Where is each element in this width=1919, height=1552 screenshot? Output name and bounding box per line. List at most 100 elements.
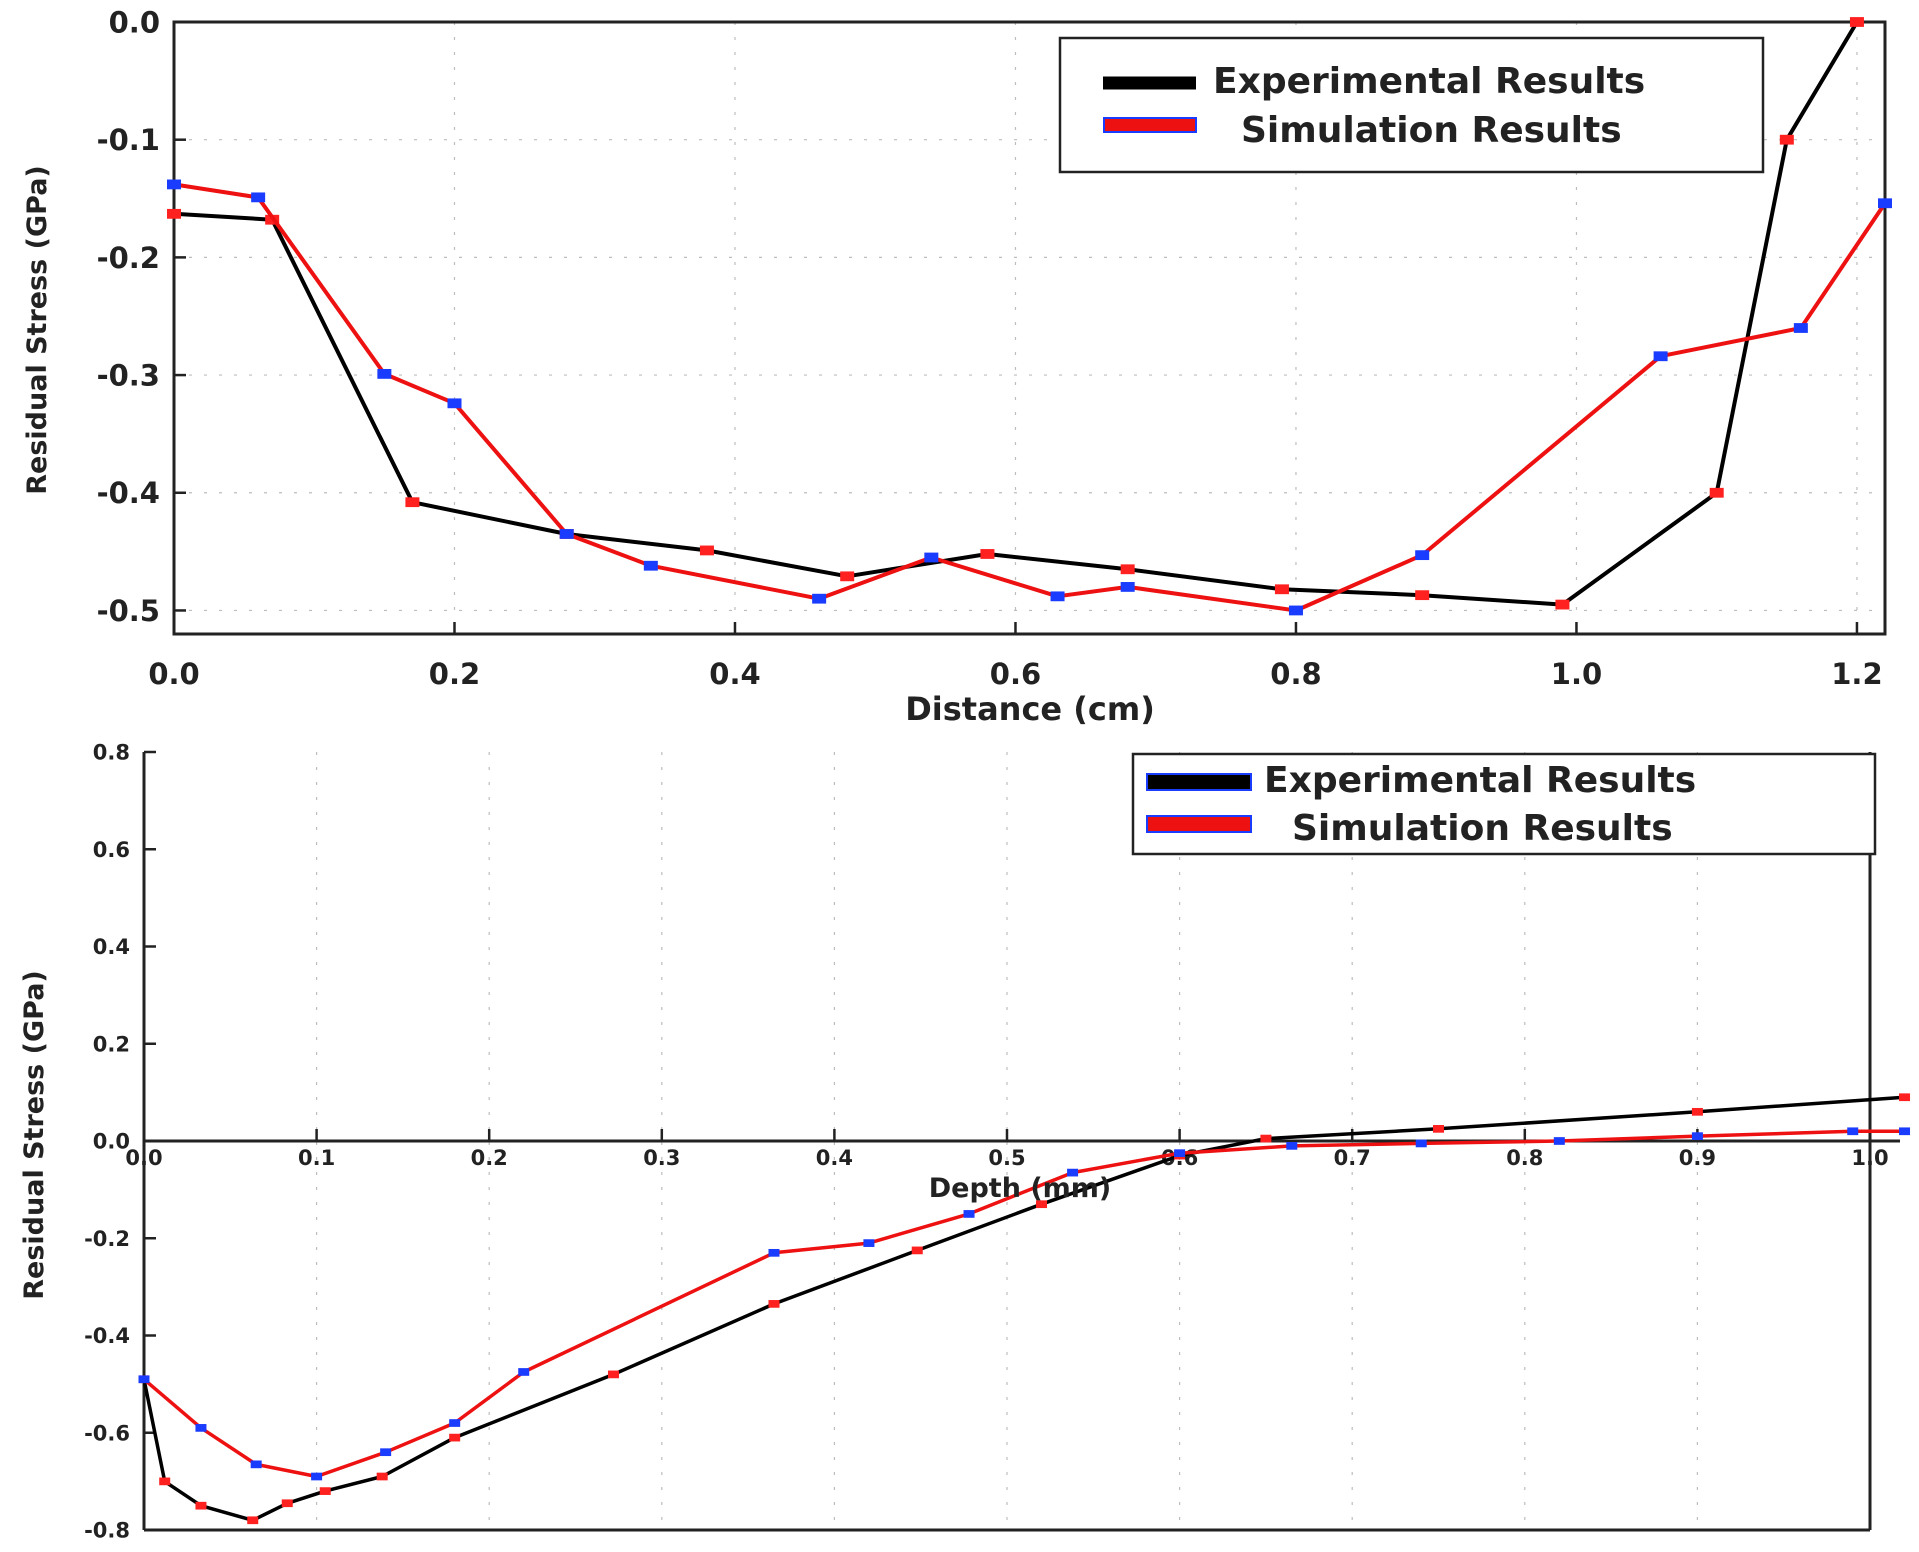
- top-y-tick-label: -0.4: [97, 476, 160, 510]
- top-data-point-simulation: [812, 593, 827, 604]
- bottom-series: [138, 1093, 1911, 1525]
- bottom-y-tick-label: 0.4: [93, 935, 130, 959]
- bottom-data-point-experimental: [449, 1433, 461, 1442]
- top-x-tick-label: 0.0: [148, 657, 199, 691]
- top-x-tick-label: 1.2: [1831, 657, 1882, 691]
- bottom-data-point-experimental: [195, 1501, 207, 1510]
- bottom-data-point-simulation: [1899, 1127, 1911, 1136]
- bottom-data-point-simulation: [1415, 1139, 1427, 1148]
- bottom-data-point-experimental: [1899, 1093, 1911, 1102]
- top-data-point-experimental: [1120, 564, 1135, 575]
- top-legend-box: [1058, 36, 1765, 174]
- bottom-data-point-simulation: [250, 1460, 262, 1469]
- top-data-point-experimental: [840, 571, 855, 582]
- top-y-tick-label: -0.2: [97, 241, 160, 275]
- top-data-point-simulation: [167, 179, 181, 190]
- bottom-x-tick-label: 0.2: [471, 1146, 508, 1170]
- bottom-data-point-simulation: [518, 1368, 530, 1376]
- bottom-data-point-experimental: [911, 1246, 923, 1255]
- bottom-data-point-experimental: [376, 1472, 388, 1481]
- bottom-data-point-experimental: [607, 1370, 619, 1379]
- top-y-tick-label: -0.5: [97, 594, 160, 628]
- top-data-point-simulation: [1793, 323, 1808, 333]
- bottom-x-tick-label: 0.7: [1334, 1146, 1371, 1170]
- bottom-x-axis-label: Depth (mm): [929, 1173, 1112, 1204]
- top-x-tick-label: 0.6: [990, 657, 1041, 691]
- top-data-point-simulation: [643, 560, 658, 571]
- bottom-x-tick-label: 0.4: [816, 1146, 853, 1170]
- top-data-point-simulation: [559, 529, 574, 539]
- bottom-data-point-experimental: [1433, 1124, 1444, 1133]
- bottom-data-point-experimental: [1036, 1200, 1048, 1209]
- bottom-y-tick-label: 0.0: [93, 1130, 130, 1154]
- bottom-data-point-experimental: [159, 1477, 171, 1486]
- top-x-tick-label: 1.0: [1551, 657, 1602, 691]
- bottom-data-point-experimental: [281, 1499, 293, 1508]
- top-y-axis-label: Residual Stress (GPa): [22, 165, 53, 495]
- bottom-legend-experimental-label: Experimental Results: [1264, 760, 1696, 801]
- top-data-point-simulation: [1050, 591, 1065, 602]
- top-data-point-experimental: [1415, 590, 1430, 601]
- top-series-line-simulation: [173, 182, 1887, 613]
- top-data-point-simulation: [1653, 351, 1668, 362]
- top-x-tick-label: 0.4: [709, 657, 760, 691]
- top-data-point-simulation: [924, 552, 939, 563]
- top-data-point-simulation: [447, 398, 462, 409]
- top-y-tick-label: -0.1: [97, 123, 160, 157]
- bottom-y-tick-label: -0.6: [84, 1421, 130, 1445]
- top-data-point-experimental: [1555, 599, 1570, 610]
- top-legend-simulation-label: Simulation Results: [1241, 110, 1622, 151]
- bottom-data-point-experimental: [1260, 1134, 1272, 1143]
- bottom-y-tick-label: 0.6: [93, 838, 130, 862]
- bottom-data-point-simulation: [195, 1424, 207, 1432]
- bottom-data-point-experimental: [247, 1516, 259, 1525]
- bottom-data-point-experimental: [1691, 1107, 1703, 1116]
- bottom-data-point-simulation: [1553, 1137, 1565, 1145]
- bottom-series-line-simulation: [142, 1129, 1905, 1479]
- bottom-y-tick-label: 0.8: [93, 741, 130, 765]
- top-data-point-experimental: [980, 549, 995, 559]
- bottom-legend-experimental-swatch: [1146, 773, 1252, 791]
- bottom-data-point-experimental: [319, 1487, 331, 1495]
- top-data-point-experimental: [1274, 584, 1289, 595]
- top-data-point-simulation: [251, 192, 266, 203]
- bottom-data-point-simulation: [380, 1448, 392, 1457]
- bottom-data-point-experimental: [768, 1300, 780, 1308]
- bottom-data-point-simulation: [1847, 1127, 1859, 1136]
- bottom-legend-simulation-swatch: [1146, 815, 1252, 833]
- bottom-data-point-simulation: [863, 1239, 875, 1247]
- distance-chart: 0.0 -0.1 -0.2 -0.3 -0.4 -0.5 0.0 0.2 0.4 0.6 0.8 1.…: [22, 5, 1892, 728]
- bottom-y-tick-label: -0.2: [84, 1227, 130, 1251]
- top-data-point-simulation: [377, 369, 392, 379]
- bottom-y-tick-label: -0.8: [84, 1519, 130, 1543]
- bottom-data-point-simulation: [1174, 1149, 1186, 1158]
- top-legend-simulation-swatch: [1103, 117, 1197, 133]
- top-y-tick-label: -0.3: [97, 359, 160, 393]
- top-x-tick-label: 0.8: [1270, 657, 1321, 691]
- depth-chart: 0.8 0.6 0.4 0.2 0.0 -0.2 -0.4 -0.6 -0.8 0.0 0.1 0.2…: [19, 741, 1911, 1543]
- top-data-point-experimental: [1779, 134, 1794, 145]
- top-x-tick-label: 0.2: [429, 657, 480, 691]
- top-data-point-experimental: [1709, 487, 1724, 498]
- bottom-x-tick-label: 0.3: [643, 1146, 680, 1170]
- top-series-line-experimental: [173, 20, 1859, 607]
- bottom-data-point-simulation: [1691, 1132, 1703, 1140]
- bottom-legend: Experimental Results Simulation Results: [1131, 752, 1877, 856]
- bottom-data-point-simulation: [1067, 1168, 1079, 1177]
- top-data-point-experimental: [699, 545, 714, 556]
- bottom-data-point-simulation: [138, 1375, 150, 1384]
- top-data-point-experimental: [1849, 17, 1864, 27]
- top-series: [167, 17, 1892, 616]
- bottom-data-point-simulation: [768, 1248, 780, 1257]
- bottom-x-tick-label: 0.5: [988, 1146, 1025, 1170]
- top-data-point-experimental: [405, 497, 420, 508]
- bottom-x-tick-label: 1.0: [1851, 1146, 1888, 1170]
- top-legend-experimental-label: Experimental Results: [1213, 61, 1645, 102]
- bottom-x-tick-label: 0.8: [1506, 1146, 1543, 1170]
- bottom-x-tick-label: 0.0: [125, 1146, 162, 1170]
- top-axes: 0.0 -0.1 -0.2 -0.3 -0.4 -0.5 0.0 0.2 0.4 0.6 0.8 1.…: [97, 5, 1883, 691]
- bottom-legend-simulation-label: Simulation Results: [1292, 808, 1673, 849]
- bottom-legend-box: [1131, 752, 1877, 856]
- top-data-point-experimental: [167, 208, 181, 219]
